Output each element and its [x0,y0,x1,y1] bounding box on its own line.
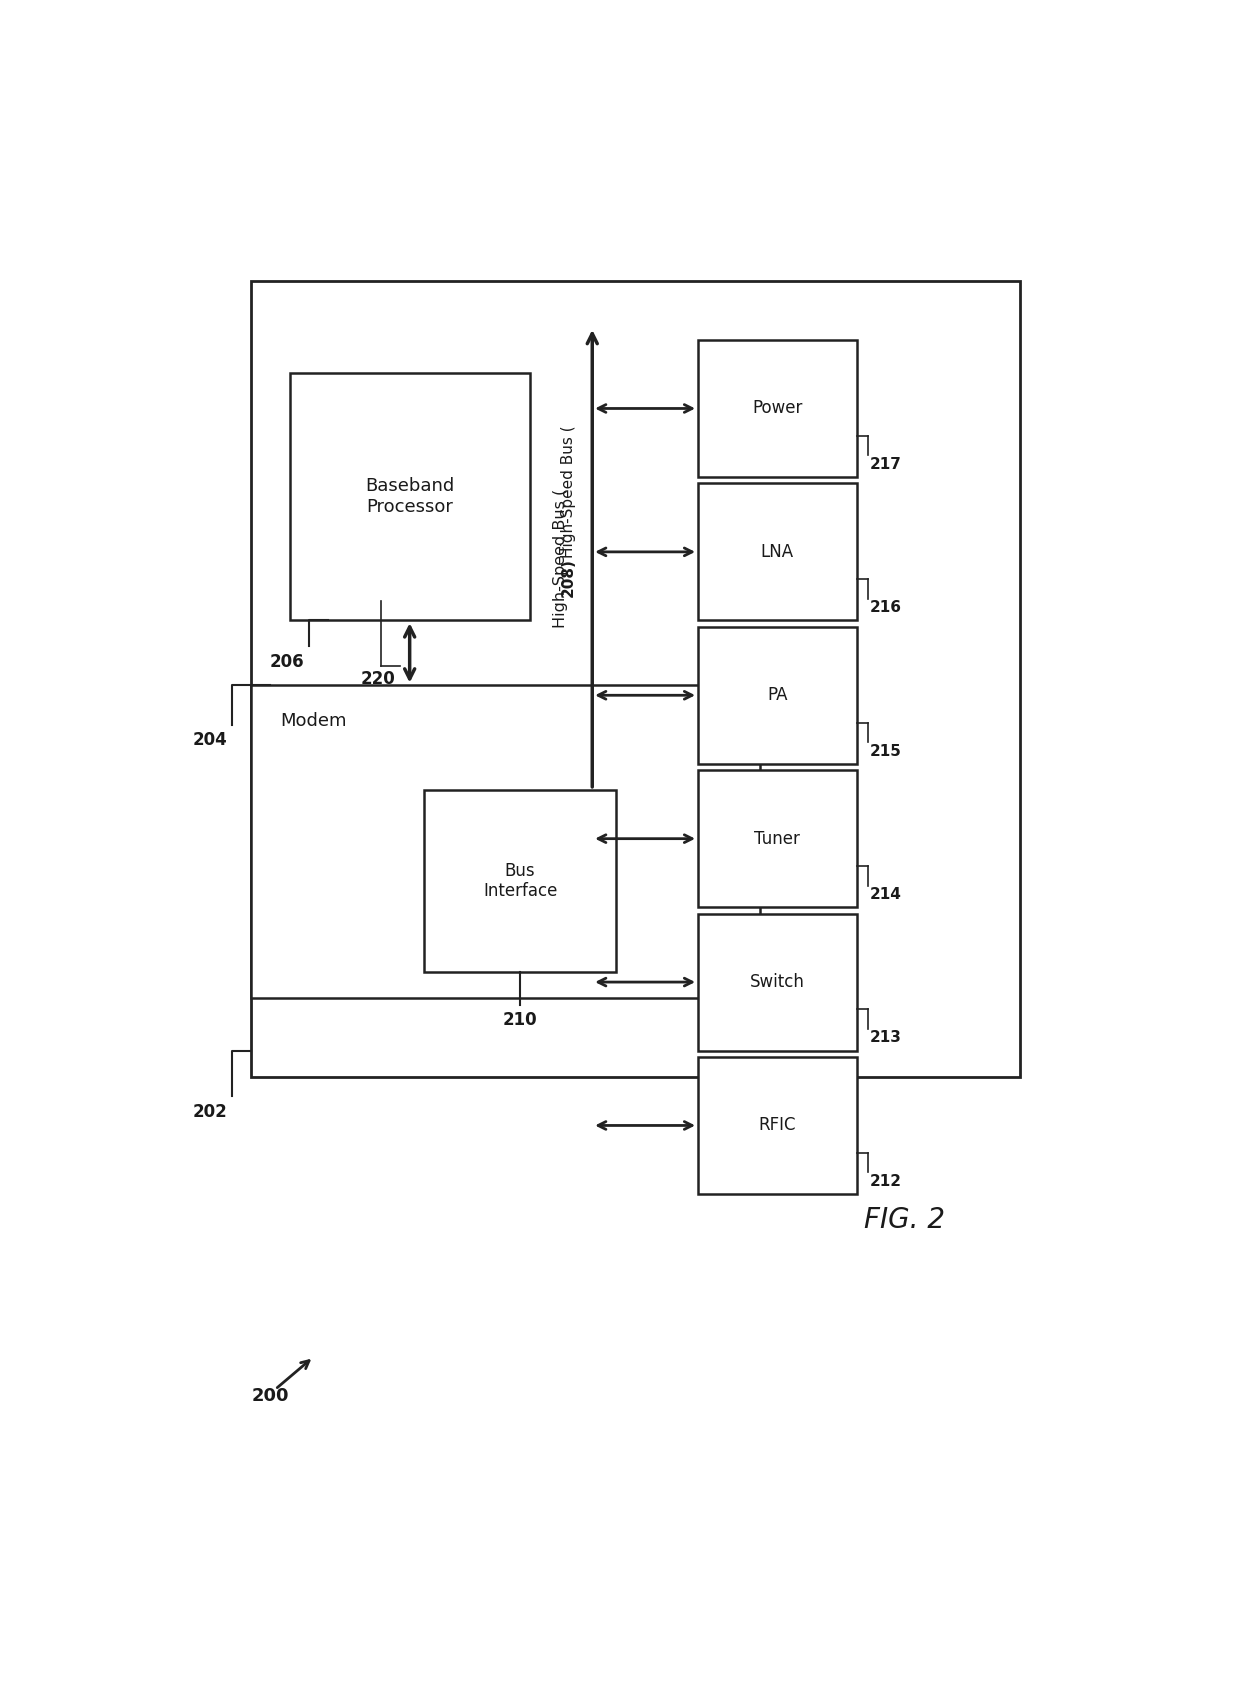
Bar [698,914,857,1050]
Text: RFIC: RFIC [759,1116,796,1134]
Text: High-Speed Bus (: High-Speed Bus ( [553,489,568,628]
Text: 208): 208) [560,559,575,598]
Text: 213: 213 [870,1031,901,1045]
Bar [698,484,857,620]
Text: 215: 215 [870,743,901,758]
Text: 210: 210 [503,1011,537,1029]
Text: Tuner: Tuner [754,830,800,848]
Bar [698,626,857,764]
Text: 212: 212 [870,1173,901,1188]
Text: FIG. 2: FIG. 2 [864,1205,945,1234]
Text: 217: 217 [870,457,901,472]
Text: Modem: Modem [280,711,346,730]
Text: 202: 202 [192,1102,227,1121]
Bar [250,686,760,999]
Bar [698,1056,857,1194]
Bar [424,789,616,972]
Text: 220: 220 [361,670,396,687]
Text: 214: 214 [870,887,901,902]
Text: PA: PA [768,686,787,704]
Text: Bus
Interface: Bus Interface [484,862,557,901]
Bar [290,372,529,620]
Text: Power: Power [751,400,802,418]
Text: 216: 216 [870,599,901,615]
Bar [698,340,857,477]
Text: Baseband
Processor: Baseband Processor [365,477,454,516]
Text: 204: 204 [192,731,227,748]
Bar [698,770,857,907]
Text: LNA: LNA [760,543,794,560]
Text: 206: 206 [269,653,304,670]
Text: Switch: Switch [750,973,805,990]
Text: 200: 200 [252,1387,289,1405]
Text: High-Speed Bus (: High-Speed Bus ( [560,425,575,559]
Bar [250,281,1021,1077]
